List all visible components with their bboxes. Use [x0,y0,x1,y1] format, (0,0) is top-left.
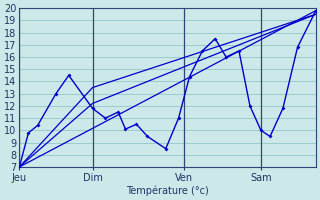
X-axis label: Température (°c): Température (°c) [126,185,209,196]
